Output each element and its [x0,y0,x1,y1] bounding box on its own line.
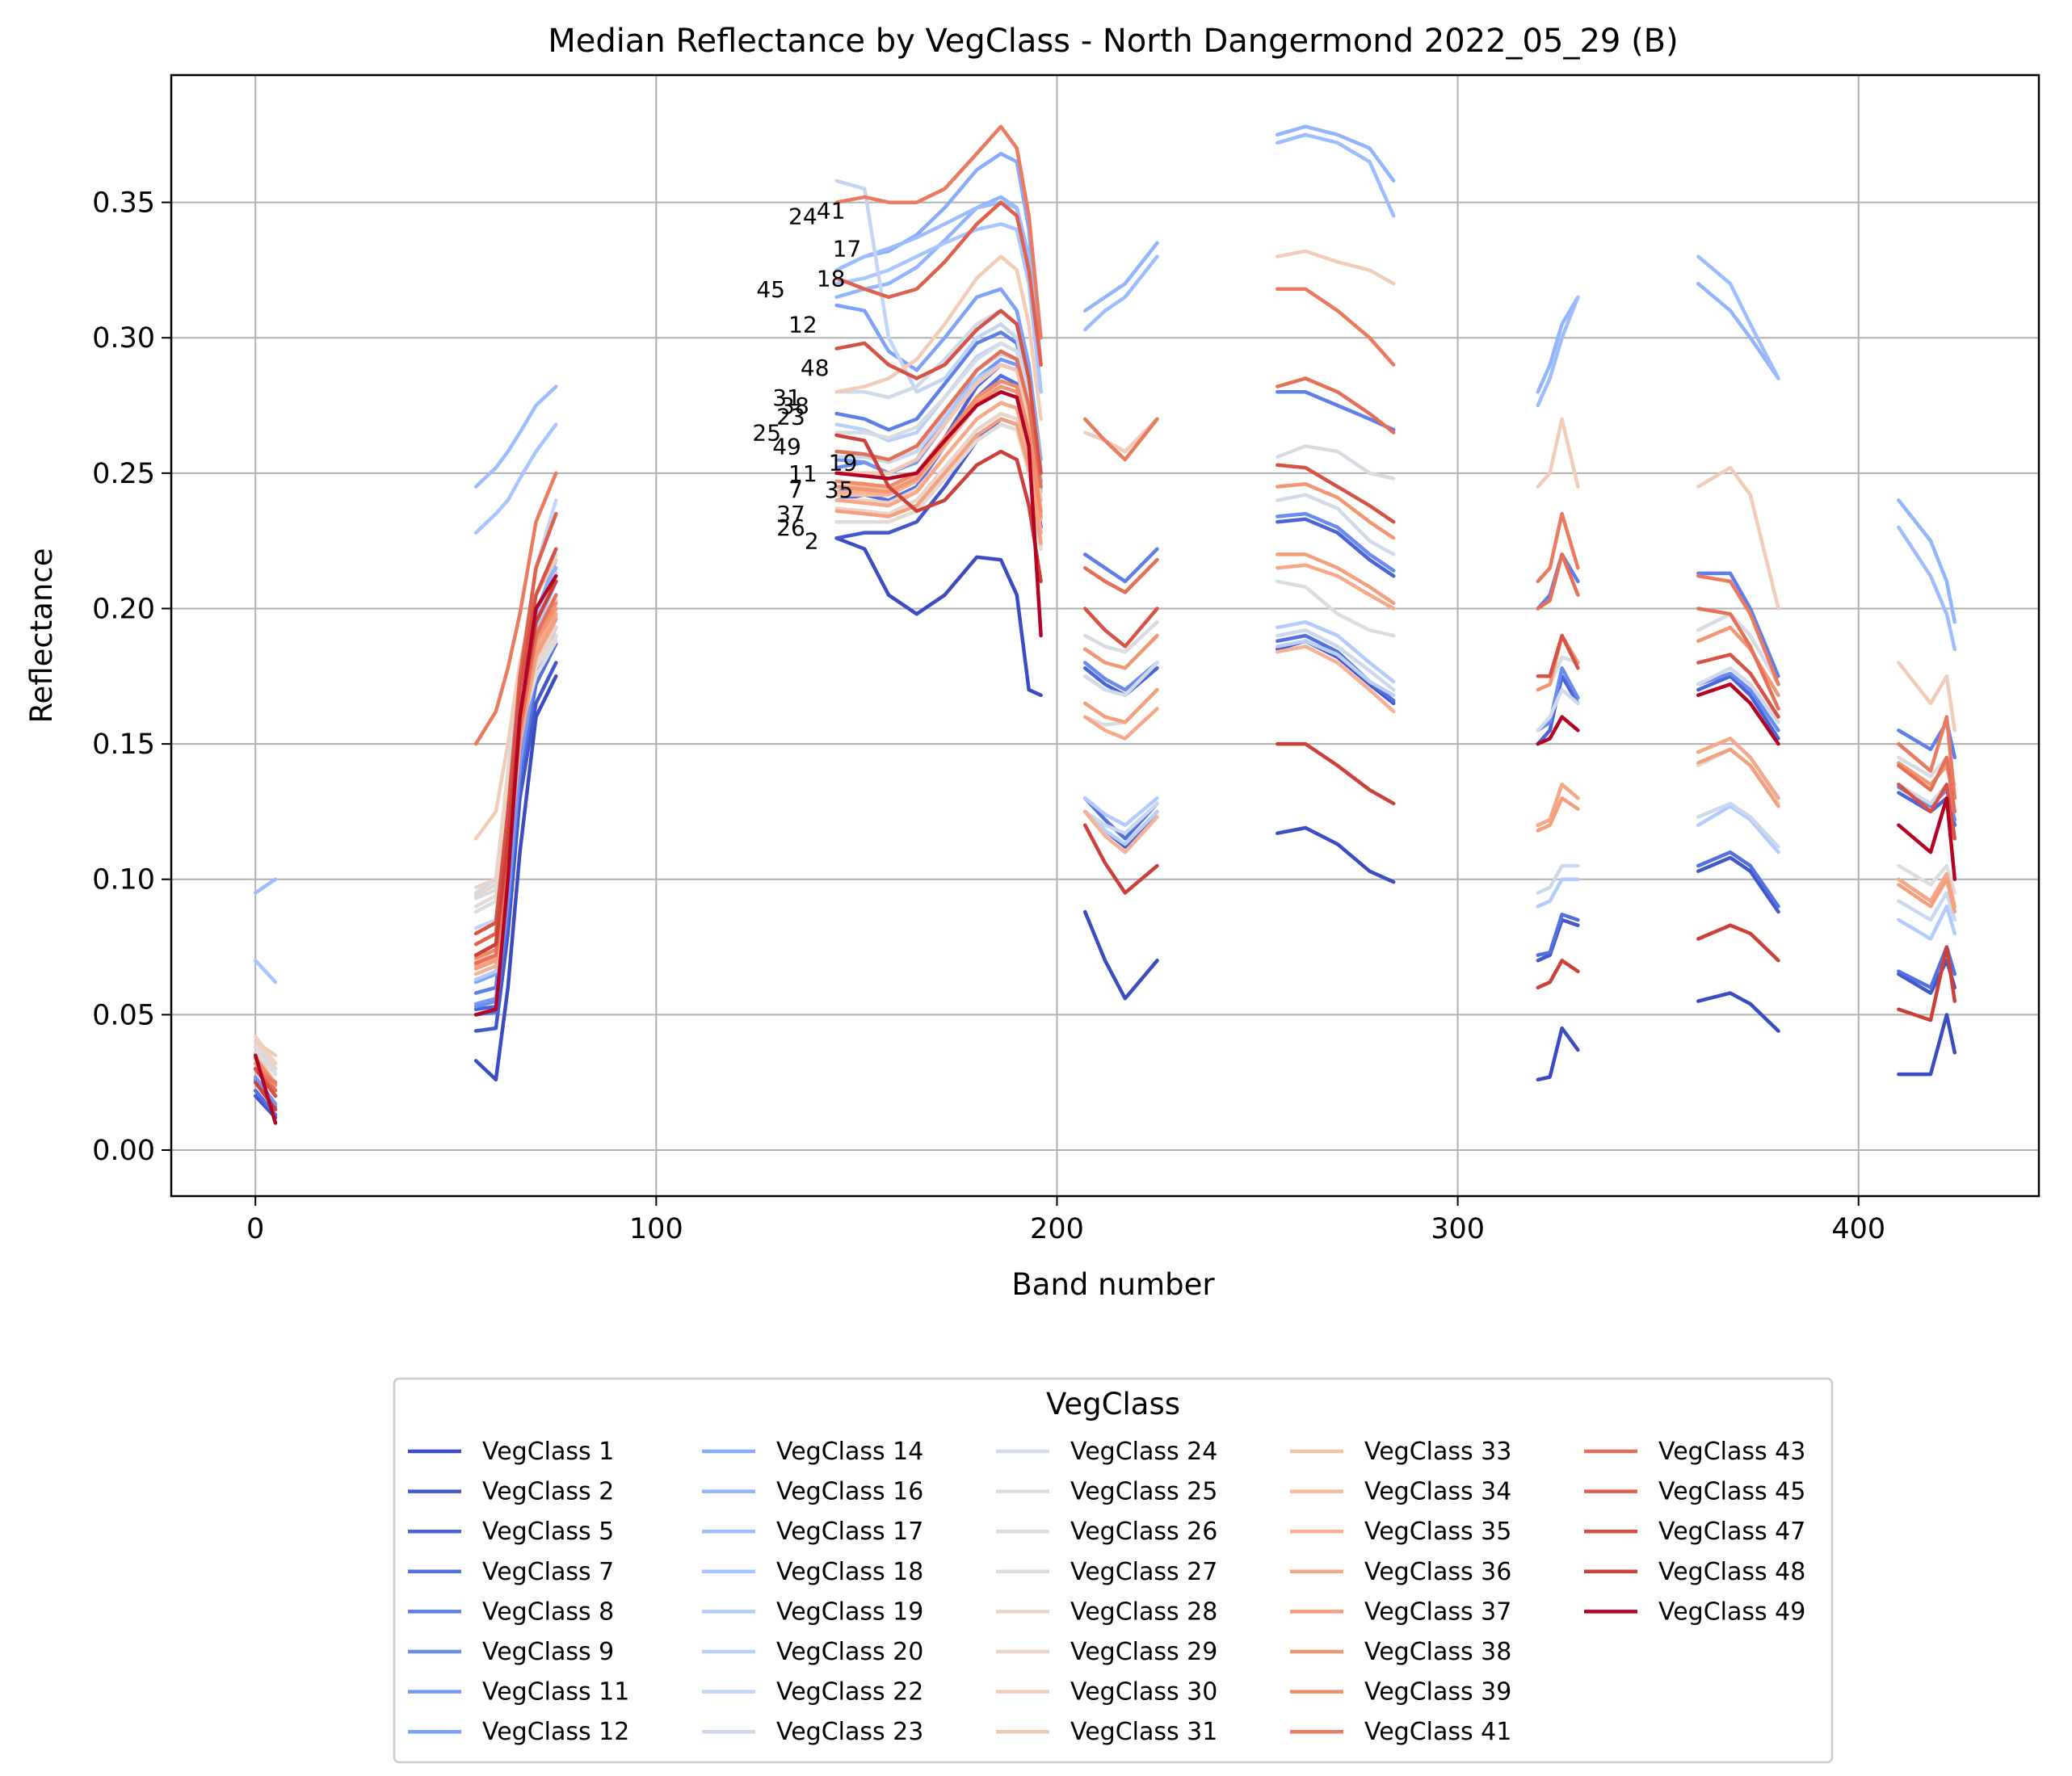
plot-frame [170,73,2040,1198]
legend-label: VegClass 49 [1658,1598,1805,1626]
legend-entries: VegClass 1 VegClass 2 VegClass 5 VegClass 7… [408,1438,1805,1746]
legend-label: VegClass 35 [1364,1518,1511,1546]
legend-label: VegClass 17 [776,1518,923,1546]
series-annotation: 19 [829,449,858,476]
series-annotation: 23 [776,403,805,430]
legend-label: VegClass 28 [1070,1598,1217,1626]
x-tick-label: 0 [246,1213,264,1245]
series-line [253,124,1957,1085]
series-line [253,132,1957,895]
y-tick-label: 0.30 [92,322,155,355]
x-tick-label: 100 [629,1213,683,1245]
y-tick-label: 0.05 [92,999,155,1031]
series-annotation: 48 [801,355,830,381]
series-annotation: 24 [788,203,817,229]
legend-label: VegClass 37 [1364,1598,1511,1626]
y-tick-label: 0.20 [92,593,155,625]
legend-label: VegClass 18 [776,1558,923,1586]
series-annotation: 18 [817,266,846,292]
legend-label: VegClass 19 [776,1598,923,1626]
legend-label: VegClass 20 [776,1638,923,1666]
legend-label: VegClass 16 [776,1478,923,1506]
series-annotation: 2 [805,528,819,555]
series-line [253,309,1957,1098]
series-annotation: 38 [780,393,809,419]
series-annotation: 49 [772,433,801,460]
legend-label: VegClass 33 [1364,1438,1511,1466]
series-annotation: 31 [772,384,801,411]
series-annotation: 17 [833,236,862,262]
series-annotation: 37 [776,501,805,527]
legend-frame [393,1377,1834,1764]
legend-label: VegClass 41 [1364,1718,1511,1746]
series-annotation: 45 [756,276,785,303]
legend-label: VegClass 36 [1364,1558,1511,1586]
series-annotation: 7 [788,477,803,503]
series-annotation: 41 [817,198,846,225]
chart-title: Median Reflectance by VegClass - North D… [548,23,1678,60]
series-line [473,536,1957,1082]
legend-label: VegClass 30 [1070,1678,1217,1707]
legend-label: VegClass 7 [482,1558,614,1586]
legend-label: VegClass 2 [482,1478,614,1506]
legend-title: VegClass [1046,1387,1180,1421]
legend-label: VegClass 34 [1364,1478,1511,1506]
legend-label: VegClass 25 [1070,1478,1217,1506]
legend-label: VegClass 23 [776,1718,923,1746]
y-tick-label: 0.10 [92,864,155,896]
legend-label: VegClass 14 [776,1438,923,1466]
legend-label: VegClass 45 [1658,1478,1805,1506]
series-line [253,390,1957,1125]
x-tick-label: 400 [1831,1213,1885,1245]
legend-label: VegClass 11 [482,1678,629,1707]
legend-label: VegClass 27 [1070,1558,1217,1586]
series-layer [253,124,1957,1125]
legend-label: VegClass 22 [776,1678,923,1707]
legend-label: VegClass 39 [1364,1678,1511,1707]
legend-label: VegClass 12 [482,1718,629,1746]
series-annotation: 26 [776,514,805,541]
y-tick-label: 0.15 [92,728,155,761]
legend-label: VegClass 48 [1658,1558,1805,1586]
y-tick-label: 0.35 [92,187,155,220]
legend-label: VegClass 9 [482,1638,614,1666]
x-tick-label: 300 [1431,1213,1485,1245]
legend-label: VegClass 31 [1070,1718,1217,1746]
series-annotation: 35 [825,477,854,503]
ticks: 0 100 200 300 400 0.00 0.05 0.10 0.15 0.20 0.25 0.3… [92,187,1885,1245]
y-tick-label: 0.25 [92,458,155,490]
legend-label: VegClass 1 [482,1438,614,1466]
series-annotation: 11 [788,460,817,487]
legend-label: VegClass 47 [1658,1518,1805,1546]
series-annotation: 12 [788,312,817,338]
legend-label: VegClass 8 [482,1598,614,1626]
legend-label: VegClass 43 [1658,1438,1805,1466]
legend-label: VegClass 26 [1070,1518,1217,1546]
legend-label: VegClass 24 [1070,1438,1217,1466]
series-annotation: 25 [752,420,781,447]
series-line [253,249,1957,1057]
legend-label: VegClass 5 [482,1518,614,1546]
legend-label: VegClass 29 [1070,1638,1217,1666]
y-axis-label: Reflectance [24,548,59,724]
grid [171,75,2039,1196]
x-axis-label: Band number [1011,1267,1215,1302]
y-tick-label: 0.00 [92,1135,155,1167]
x-tick-label: 200 [1030,1213,1084,1245]
legend-label: VegClass 38 [1364,1638,1511,1666]
